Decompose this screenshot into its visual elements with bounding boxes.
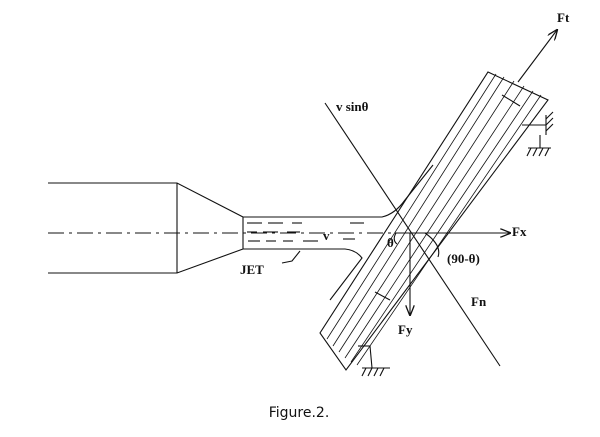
label-fy: Fy: [398, 322, 413, 337]
label-theta: θ: [387, 235, 394, 250]
label-jet: JET: [240, 262, 264, 277]
ft-arrow: [517, 30, 557, 83]
label-fx: Fx: [512, 224, 527, 239]
plate-support-upper: [522, 111, 554, 157]
ninety-minus-theta-arc: [424, 232, 440, 258]
nozzle: [48, 182, 244, 274]
jet-leader: [281, 250, 301, 264]
label-fn: Fn: [471, 294, 487, 309]
label-ft: Ft: [557, 10, 570, 25]
label-v: v: [323, 228, 330, 243]
theta-arc: [393, 232, 398, 245]
label-v-sin-theta: v sinθ: [336, 99, 369, 114]
normal-line: [324, 102, 501, 367]
inclined-plate: [319, 71, 549, 371]
label-ninety-minus-theta: (90-θ): [447, 251, 480, 266]
plate-support-lower: [358, 345, 390, 377]
figure-caption: Figure.2.: [269, 405, 330, 421]
